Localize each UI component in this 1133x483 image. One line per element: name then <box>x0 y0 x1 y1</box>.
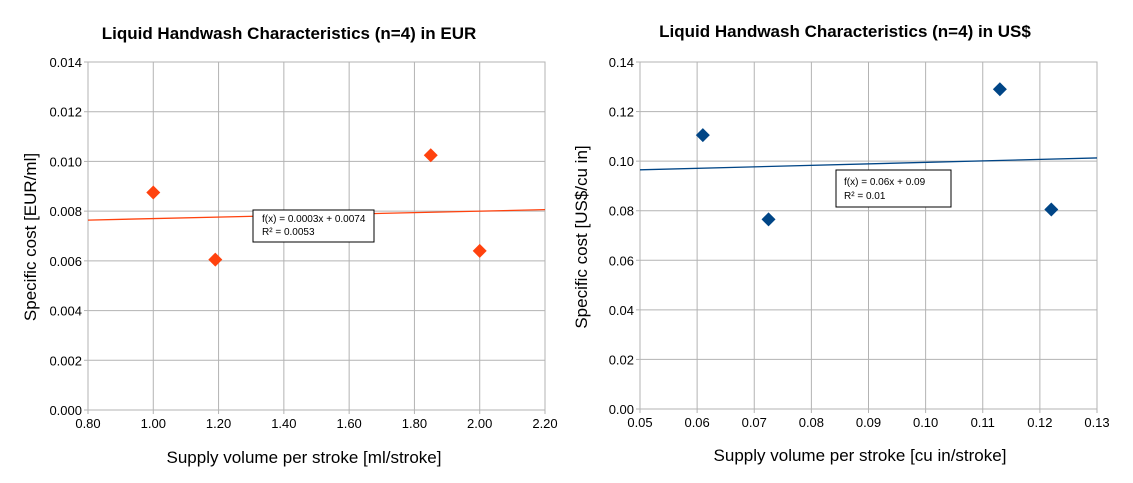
chart-eur-data-point <box>423 148 438 163</box>
chart-usd-ytick-label: 0.06 <box>609 253 634 268</box>
chart-usd-trendline <box>639 157 1098 171</box>
chart-usd-ytick-label: 0.14 <box>609 55 634 70</box>
chart-usd-xtick-label: 0.06 <box>684 415 709 430</box>
chart-eur-plot-frame <box>87 61 546 411</box>
chart-usd-ytick-label: 0.02 <box>609 352 634 367</box>
chart-usd-xlabel: Supply volume per stroke [cu in/stroke] <box>714 446 1007 465</box>
chart-eur-ytick-label: 0.014 <box>49 55 82 70</box>
chart-eur-xtick-label: 1.60 <box>336 416 361 431</box>
chart-usd-xtick-label: 0.07 <box>742 415 767 430</box>
chart-eur-equation: f(x) = 0.0003x + 0.0074 <box>262 214 366 225</box>
chart-eur-xlabel: Supply volume per stroke [ml/stroke] <box>167 448 442 467</box>
chart-usd-ticks: 0.05 0.06 0.07 0.08 0.09 0.10 0.11 0.12 0.13 0.00… <box>609 55 1110 430</box>
chart-eur-title: Liquid Handwash Characteristics (n=4) in… <box>102 24 477 43</box>
chart-eur-ytick-label: 0.010 <box>49 154 82 169</box>
chart-eur-ytick-label: 0.004 <box>49 304 82 319</box>
chart-usd-data-point <box>992 82 1007 97</box>
chart-eur: Liquid Handwash Characteristics (n=4) in… <box>21 24 558 467</box>
chart-usd-plot-frame <box>639 61 1098 410</box>
chart-eur-xtick-label: 1.80 <box>402 416 427 431</box>
chart-usd-xtick-label: 0.12 <box>1027 415 1052 430</box>
chart-usd-ytick-label: 0.10 <box>609 154 634 169</box>
chart-usd-equation-box: f(x) = 0.06x + 0.09 R² = 0.01 <box>835 169 952 208</box>
chart-usd-ytick-label: 0.08 <box>609 204 634 219</box>
chart-usd-xtick-label: 0.08 <box>799 415 824 430</box>
chart-usd-data-point <box>761 212 776 227</box>
chart-eur-xtick-label: 2.20 <box>532 416 557 431</box>
chart-eur-xtick-label: 2.00 <box>467 416 492 431</box>
chart-eur-ytick-label: 0.000 <box>49 403 82 418</box>
chart-eur-ticks: 0.80 1.00 1.20 1.40 1.60 1.80 2.00 2.20 0.000 0.0… <box>49 55 557 431</box>
chart-usd-xtick-label: 0.13 <box>1084 415 1109 430</box>
chart-usd-grid <box>636 61 1098 413</box>
chart-eur-xtick-label: 1.40 <box>271 416 296 431</box>
chart-usd-title: Liquid Handwash Characteristics (n=4) in… <box>659 22 1031 41</box>
chart-usd-ytick-label: 0.12 <box>609 105 634 120</box>
chart-eur-ytick-label: 0.008 <box>49 204 82 219</box>
chart-usd-ytick-label: 0.00 <box>609 402 634 417</box>
chart-usd-r2: R² = 0.01 <box>844 191 886 202</box>
chart-eur-data-point <box>472 243 487 258</box>
chart-eur-data-point <box>208 252 223 267</box>
chart-usd: Liquid Handwash Characteristics (n=4) in… <box>572 22 1110 465</box>
chart-usd-xtick-label: 0.10 <box>913 415 938 430</box>
chart-eur-ytick-label: 0.002 <box>49 353 82 368</box>
chart-eur-xtick-label: 1.20 <box>206 416 231 431</box>
chart-usd-ylabel: Specific cost [US$/cu in] <box>572 145 591 328</box>
chart-eur-r2: R² = 0.0053 <box>262 227 315 238</box>
chart-eur-ylabel: Specific cost [EUR/ml] <box>21 153 40 321</box>
chart-eur-xtick-label: 1.00 <box>141 416 166 431</box>
chart-usd-data-point <box>1044 202 1059 217</box>
chart-usd-equation: f(x) = 0.06x + 0.09 <box>844 177 926 188</box>
chart-eur-ytick-label: 0.012 <box>49 105 82 120</box>
chart-usd-xtick-label: 0.11 <box>971 415 995 430</box>
chart-usd-ytick-label: 0.04 <box>609 303 634 318</box>
chart-eur-data-point <box>146 185 161 200</box>
chart-usd-points <box>695 82 1059 227</box>
chart-usd-data-point <box>695 128 710 143</box>
chart-eur-points <box>146 148 487 267</box>
chart-eur-xtick-label: 0.80 <box>75 416 100 431</box>
chart-eur-ytick-label: 0.006 <box>49 254 82 269</box>
chart-usd-xtick-label: 0.05 <box>627 415 652 430</box>
chart-eur-equation-box: f(x) = 0.0003x + 0.0074 R² = 0.0053 <box>252 209 375 243</box>
chart-usd-xtick-label: 0.09 <box>856 415 881 430</box>
